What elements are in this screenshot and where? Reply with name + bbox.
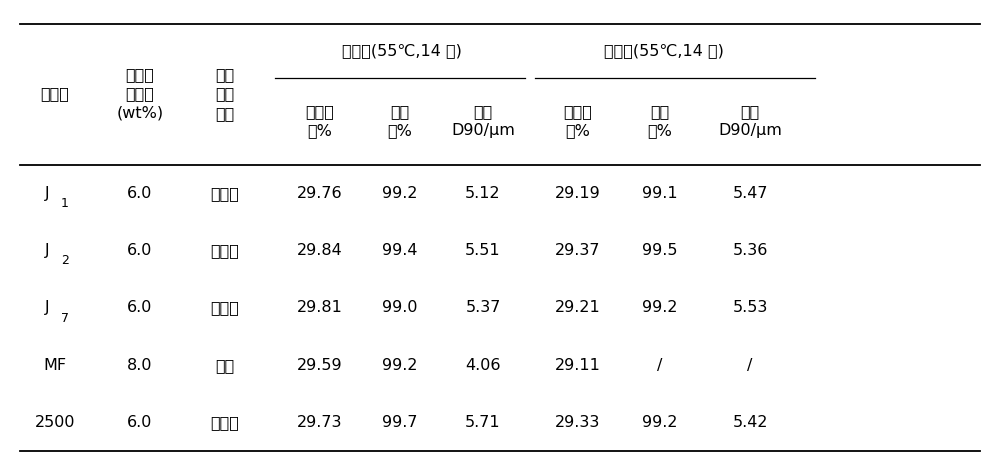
- Text: J: J: [45, 243, 49, 258]
- Text: 5.42: 5.42: [732, 415, 768, 430]
- Text: 99.2: 99.2: [642, 415, 678, 430]
- Text: 29.81: 29.81: [297, 300, 343, 315]
- Text: 2: 2: [61, 254, 69, 267]
- Text: 29.21: 29.21: [555, 300, 601, 315]
- Text: 悬浮
率%: 悬浮 率%: [388, 104, 412, 138]
- Text: 悬浮
率%: 悬浮 率%: [648, 104, 672, 138]
- Text: 未膏化: 未膏化: [211, 186, 239, 201]
- Text: /: /: [747, 358, 753, 373]
- Text: 5.51: 5.51: [465, 243, 501, 258]
- Text: 2500: 2500: [35, 415, 75, 430]
- Text: 有效成
分%: 有效成 分%: [564, 104, 592, 138]
- Text: 7: 7: [61, 312, 69, 325]
- Text: 29.59: 29.59: [297, 358, 343, 373]
- Text: 29.76: 29.76: [297, 186, 343, 201]
- Text: 5.53: 5.53: [732, 300, 768, 315]
- Text: J: J: [45, 186, 49, 201]
- Text: 29.37: 29.37: [555, 243, 601, 258]
- Text: 4.06: 4.06: [465, 358, 501, 373]
- Text: 热贮前(55℃,14 天): 热贮前(55℃,14 天): [342, 43, 461, 58]
- Text: 热贮后(55℃,14 天): 热贮后(55℃,14 天): [604, 43, 724, 58]
- Text: 粒径
D90/μm: 粒径 D90/μm: [718, 104, 782, 138]
- Text: 热贮
是否
膏化: 热贮 是否 膏化: [215, 67, 235, 121]
- Text: 99.2: 99.2: [382, 186, 418, 201]
- Text: MF: MF: [43, 358, 67, 373]
- Text: 29.11: 29.11: [555, 358, 601, 373]
- Text: 99.4: 99.4: [382, 243, 418, 258]
- Text: /: /: [657, 358, 663, 373]
- Text: 膏化: 膏化: [215, 358, 235, 373]
- Text: 有效成
分%: 有效成 分%: [306, 104, 334, 138]
- Text: 5.37: 5.37: [465, 300, 501, 315]
- Text: 6.0: 6.0: [127, 415, 153, 430]
- Text: 5.36: 5.36: [732, 243, 768, 258]
- Text: 6.0: 6.0: [127, 243, 153, 258]
- Text: 29.73: 29.73: [297, 415, 343, 430]
- Text: 6.0: 6.0: [127, 186, 153, 201]
- Text: 粒径
D90/μm: 粒径 D90/μm: [451, 104, 515, 138]
- Text: 8.0: 8.0: [127, 358, 153, 373]
- Text: 5.47: 5.47: [732, 186, 768, 201]
- Text: 99.5: 99.5: [642, 243, 678, 258]
- Text: 未膏化: 未膏化: [211, 243, 239, 258]
- Text: 分散剂
添加量
(wt%): 分散剂 添加量 (wt%): [116, 67, 164, 121]
- Text: 29.19: 29.19: [555, 186, 601, 201]
- Text: 分散剂: 分散剂: [41, 86, 69, 102]
- Text: 99.0: 99.0: [382, 300, 418, 315]
- Text: 99.2: 99.2: [642, 300, 678, 315]
- Text: 99.1: 99.1: [642, 186, 678, 201]
- Text: 29.33: 29.33: [555, 415, 601, 430]
- Text: 99.2: 99.2: [382, 358, 418, 373]
- Text: 29.84: 29.84: [297, 243, 343, 258]
- Text: 未膏化: 未膏化: [211, 415, 239, 430]
- Text: 未膏化: 未膏化: [211, 300, 239, 315]
- Text: 5.71: 5.71: [465, 415, 501, 430]
- Text: 5.12: 5.12: [465, 186, 501, 201]
- Text: 99.7: 99.7: [382, 415, 418, 430]
- Text: 6.0: 6.0: [127, 300, 153, 315]
- Text: J: J: [45, 300, 49, 315]
- Text: 1: 1: [61, 197, 69, 210]
